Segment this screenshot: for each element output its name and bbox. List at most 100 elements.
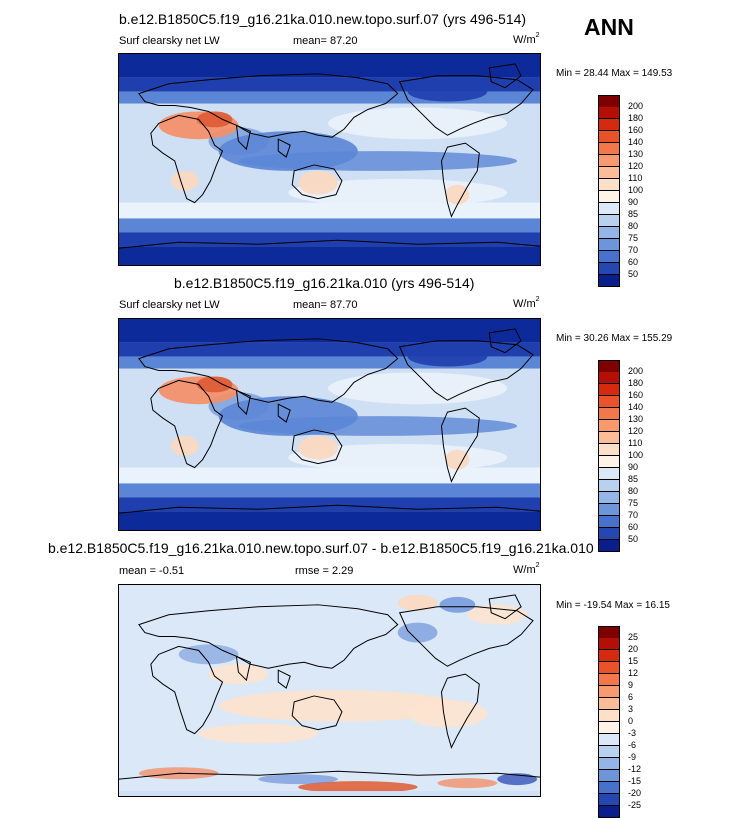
colorbar-label: 50 bbox=[628, 269, 639, 279]
colorbar-swatch bbox=[598, 782, 620, 794]
colorbar-label: 110 bbox=[628, 173, 643, 183]
colorbar-label: -20 bbox=[628, 788, 642, 798]
coastline bbox=[277, 669, 291, 689]
panel-2-minmax: Min = 30.26 Max = 155.29 bbox=[556, 333, 673, 344]
panel-2-variable: Surf clearsky net LW bbox=[119, 299, 220, 311]
map-field bbox=[119, 319, 540, 530]
colorbar-label: 12 bbox=[628, 668, 639, 678]
colorbar-swatch bbox=[598, 372, 620, 384]
colorbar-swatch bbox=[598, 131, 620, 143]
colorbar-swatch bbox=[598, 456, 620, 468]
panel-1-minmax: Min = 28.44 Max = 149.53 bbox=[556, 68, 673, 79]
colorbar-label: -3 bbox=[628, 728, 637, 738]
panel-1-mean: mean= 87.20 bbox=[293, 35, 358, 47]
colorbar-swatch bbox=[598, 468, 620, 480]
coastline bbox=[119, 239, 540, 249]
colorbar-label: -6 bbox=[628, 740, 637, 750]
colorbar-swatch bbox=[598, 227, 620, 239]
coastline bbox=[119, 770, 540, 780]
colorbar-label: 9 bbox=[628, 680, 634, 690]
coastline bbox=[235, 655, 251, 682]
panel-3-mean: mean = -0.51 bbox=[119, 565, 185, 577]
panel-3-map bbox=[118, 584, 541, 797]
coastline bbox=[150, 379, 224, 469]
colorbar-swatch bbox=[598, 396, 620, 408]
panel-3-minmax: Min = -19.54 Max = 16.15 bbox=[556, 600, 670, 611]
map-field bbox=[119, 54, 540, 265]
colorbar-label: 70 bbox=[628, 510, 639, 520]
colorbar-label: 60 bbox=[628, 522, 639, 532]
coastline bbox=[235, 389, 251, 416]
panel-1-title: b.e12.B1850C5.f19_g16.21ka.010.new.topo.… bbox=[119, 11, 527, 27]
coastline bbox=[277, 138, 291, 158]
colorbar-swatch bbox=[598, 420, 620, 432]
season-label: ANN bbox=[584, 14, 634, 40]
colorbar-label: 140 bbox=[628, 137, 644, 147]
colorbar-swatch bbox=[598, 119, 620, 131]
colorbar-swatch bbox=[598, 504, 620, 516]
colorbar-label: 25 bbox=[628, 632, 639, 642]
coastline bbox=[291, 429, 343, 465]
colorbar-label: 0 bbox=[628, 716, 634, 726]
colorbar-label: 90 bbox=[628, 197, 639, 207]
colorbar-swatch bbox=[598, 155, 620, 167]
colorbar-swatch bbox=[598, 480, 620, 492]
colorbar-swatch bbox=[598, 191, 620, 203]
colorbar-swatch bbox=[598, 540, 620, 552]
colorbar-label: 130 bbox=[628, 149, 644, 159]
colorbar-label: -25 bbox=[628, 800, 642, 810]
coastline bbox=[440, 142, 480, 218]
colorbar-label: 75 bbox=[628, 498, 639, 508]
colorbar-label: 60 bbox=[628, 257, 639, 267]
coastline bbox=[440, 407, 480, 483]
colorbar-swatch bbox=[598, 432, 620, 444]
colorbar-swatch bbox=[598, 275, 620, 287]
colorbar-label: -9 bbox=[628, 752, 637, 762]
coastline bbox=[138, 604, 399, 669]
colorbar-label: -15 bbox=[628, 776, 642, 786]
colorbar-swatch bbox=[598, 722, 620, 734]
colorbar-label: 85 bbox=[628, 209, 639, 219]
colorbar-label: 200 bbox=[628, 101, 644, 111]
colorbar-swatch bbox=[598, 698, 620, 710]
colorbar-swatch bbox=[598, 528, 620, 540]
colorbar-swatch bbox=[598, 650, 620, 662]
panel-2-map bbox=[118, 318, 541, 531]
colorbar-label: 110 bbox=[628, 438, 643, 448]
coastline bbox=[291, 695, 343, 731]
panel-2-title: b.e12.B1850C5.f19_g16.21ka.010 (yrs 496-… bbox=[174, 275, 475, 291]
colorbar-swatch bbox=[598, 239, 620, 251]
colorbar-swatch bbox=[598, 674, 620, 686]
panel-3-rmse: rmse = 2.29 bbox=[295, 565, 354, 577]
colorbar-swatch bbox=[598, 770, 620, 782]
colorbar-label: 80 bbox=[628, 486, 639, 496]
coastline bbox=[488, 594, 522, 620]
colorbar-swatch bbox=[598, 215, 620, 227]
colorbar-swatch bbox=[598, 263, 620, 275]
colorbar-swatch bbox=[598, 758, 620, 770]
panel-3-title: b.e12.B1850C5.f19_g16.21ka.010.new.topo.… bbox=[48, 540, 594, 556]
colorbar-swatch bbox=[598, 686, 620, 698]
colorbar-label: -12 bbox=[628, 764, 642, 774]
coastline bbox=[488, 328, 522, 354]
colorbar-label: 6 bbox=[628, 692, 634, 702]
colorbar-swatch bbox=[598, 408, 620, 420]
colorbar-label: 70 bbox=[628, 245, 639, 255]
coastline bbox=[488, 63, 522, 89]
colorbar-swatch bbox=[598, 107, 620, 119]
panel-1-units: W/m2 bbox=[513, 32, 540, 46]
panel-1-map bbox=[118, 53, 541, 266]
coastline bbox=[150, 645, 224, 735]
colorbar-label: 200 bbox=[628, 366, 644, 376]
colorbar-label: 100 bbox=[628, 450, 644, 460]
colorbar-swatch bbox=[598, 638, 620, 650]
colorbar-label: 50 bbox=[628, 534, 639, 544]
colorbar-swatch bbox=[598, 710, 620, 722]
colorbar-label: 160 bbox=[628, 390, 644, 400]
colorbar-label: 180 bbox=[628, 378, 644, 388]
colorbar-label: 100 bbox=[628, 185, 644, 195]
colorbar-swatch bbox=[598, 734, 620, 746]
coastline bbox=[235, 124, 251, 151]
colorbar-swatch bbox=[598, 806, 620, 818]
panel-2-mean: mean= 87.70 bbox=[293, 299, 358, 311]
